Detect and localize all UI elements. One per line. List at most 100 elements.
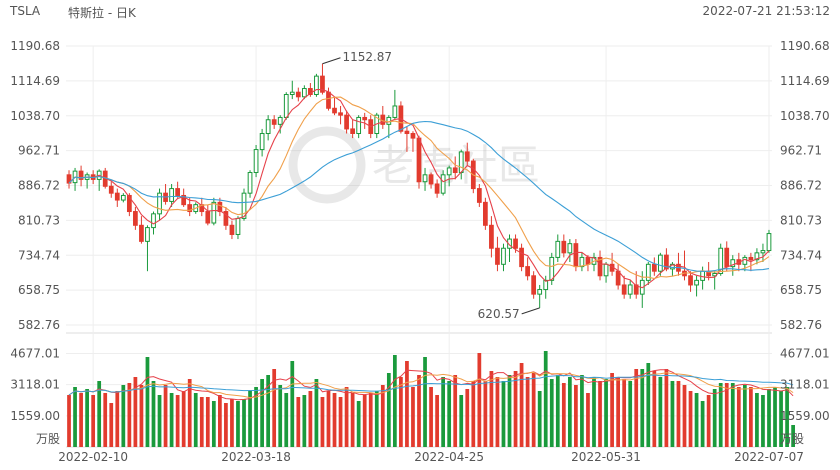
candle-body bbox=[489, 224, 494, 249]
volume-bar bbox=[791, 425, 795, 447]
volume-bar bbox=[411, 387, 415, 447]
volume-bar bbox=[646, 363, 651, 447]
candle-body bbox=[513, 238, 518, 249]
candle-body bbox=[555, 240, 561, 258]
candle-body bbox=[350, 128, 355, 135]
candle-body bbox=[507, 238, 512, 249]
volume-bar bbox=[254, 387, 258, 447]
volume-bar bbox=[344, 387, 349, 447]
volume-bar bbox=[483, 381, 488, 447]
vol-tick-label-right: 3118.01 bbox=[780, 378, 830, 392]
volume-bar bbox=[724, 383, 729, 447]
volume-bar bbox=[386, 373, 391, 447]
candle-body bbox=[145, 227, 150, 242]
volume-bar bbox=[121, 385, 126, 447]
volume-bar bbox=[477, 353, 482, 447]
y-tick-label-left: 1114.69 bbox=[10, 74, 60, 88]
volume-bar bbox=[97, 381, 102, 447]
candle-body bbox=[314, 75, 319, 96]
volume-bar bbox=[664, 369, 669, 447]
volume-bar bbox=[73, 387, 77, 447]
volume-bar bbox=[248, 391, 252, 447]
candle-body bbox=[253, 149, 259, 174]
volume-bar bbox=[205, 397, 210, 447]
volume-bar bbox=[682, 385, 687, 447]
candle-body bbox=[476, 188, 482, 203]
volume-bar bbox=[308, 391, 313, 447]
volume-bar bbox=[580, 375, 584, 447]
candle-body bbox=[495, 247, 500, 265]
volume-bar bbox=[91, 395, 96, 447]
candle-body bbox=[531, 275, 537, 295]
candle-body bbox=[597, 256, 603, 277]
candle-body bbox=[694, 279, 699, 286]
candle-body bbox=[114, 192, 120, 201]
volume-bars bbox=[67, 351, 795, 447]
volume-bar bbox=[489, 371, 494, 447]
candle-body bbox=[440, 174, 446, 194]
candle-body bbox=[151, 213, 156, 229]
candle-body bbox=[211, 201, 217, 224]
candle-body bbox=[730, 259, 736, 268]
candle-body bbox=[742, 256, 748, 265]
volume-bar bbox=[773, 387, 777, 447]
volume-bar bbox=[109, 403, 114, 447]
candle-body bbox=[241, 192, 247, 219]
volume-bar bbox=[459, 395, 464, 447]
volume-bar bbox=[670, 381, 675, 447]
candle-body bbox=[627, 284, 633, 295]
volume-bar bbox=[730, 383, 735, 447]
candle-body bbox=[700, 270, 705, 281]
volume-bar bbox=[278, 385, 283, 447]
volume-bar bbox=[495, 377, 500, 447]
volume-bar bbox=[634, 369, 639, 447]
volume-bar bbox=[350, 393, 355, 447]
candle-body bbox=[422, 174, 428, 183]
ma-line bbox=[68, 120, 770, 272]
volume-bar bbox=[688, 391, 693, 447]
candle-body bbox=[344, 114, 349, 130]
timestamp: 2022-07-21 21:53:12 bbox=[702, 4, 830, 18]
candle-body bbox=[169, 188, 174, 202]
volume-ma-line bbox=[68, 374, 794, 396]
candle-body bbox=[483, 201, 488, 226]
x-tick-label: 2022-07-07 bbox=[734, 450, 804, 464]
candle-body bbox=[633, 284, 639, 295]
candle-body bbox=[543, 279, 549, 291]
candle-body bbox=[615, 270, 621, 286]
volume-bar bbox=[555, 375, 560, 447]
candle-body bbox=[766, 233, 772, 252]
volume-bar bbox=[399, 377, 403, 447]
volume-bar bbox=[374, 391, 379, 447]
volume-bar bbox=[103, 393, 108, 447]
volume-bar bbox=[151, 381, 156, 447]
candle-body bbox=[651, 263, 657, 272]
watermark-logo-icon bbox=[288, 126, 366, 204]
candle-body bbox=[567, 243, 573, 254]
candle-body bbox=[404, 130, 410, 135]
volume-bar bbox=[471, 381, 476, 447]
y-tick-label-right: 582.76 bbox=[780, 318, 822, 332]
volume-bar bbox=[127, 383, 132, 447]
volume-bar bbox=[616, 377, 620, 447]
candle-body bbox=[657, 254, 663, 272]
candle-body bbox=[392, 105, 398, 118]
candle-body bbox=[157, 192, 162, 215]
candle-body bbox=[235, 217, 241, 235]
candle-body bbox=[187, 204, 193, 213]
volume-bar bbox=[417, 375, 421, 447]
low-leader-line bbox=[521, 307, 540, 315]
y-tick-label-left: 810.73 bbox=[18, 213, 60, 227]
price-annotations: 1152.87 620.57 bbox=[322, 50, 540, 321]
volume-bar bbox=[501, 381, 506, 447]
volume-bar bbox=[67, 395, 71, 447]
volume-bar bbox=[163, 385, 168, 447]
volume-bar bbox=[622, 379, 627, 447]
y-tick-label-right: 810.73 bbox=[780, 213, 822, 227]
volume-bar bbox=[652, 371, 657, 447]
y-tick-label-right: 886.72 bbox=[780, 179, 822, 193]
volume-bar bbox=[785, 387, 789, 447]
candle-body bbox=[458, 151, 464, 174]
